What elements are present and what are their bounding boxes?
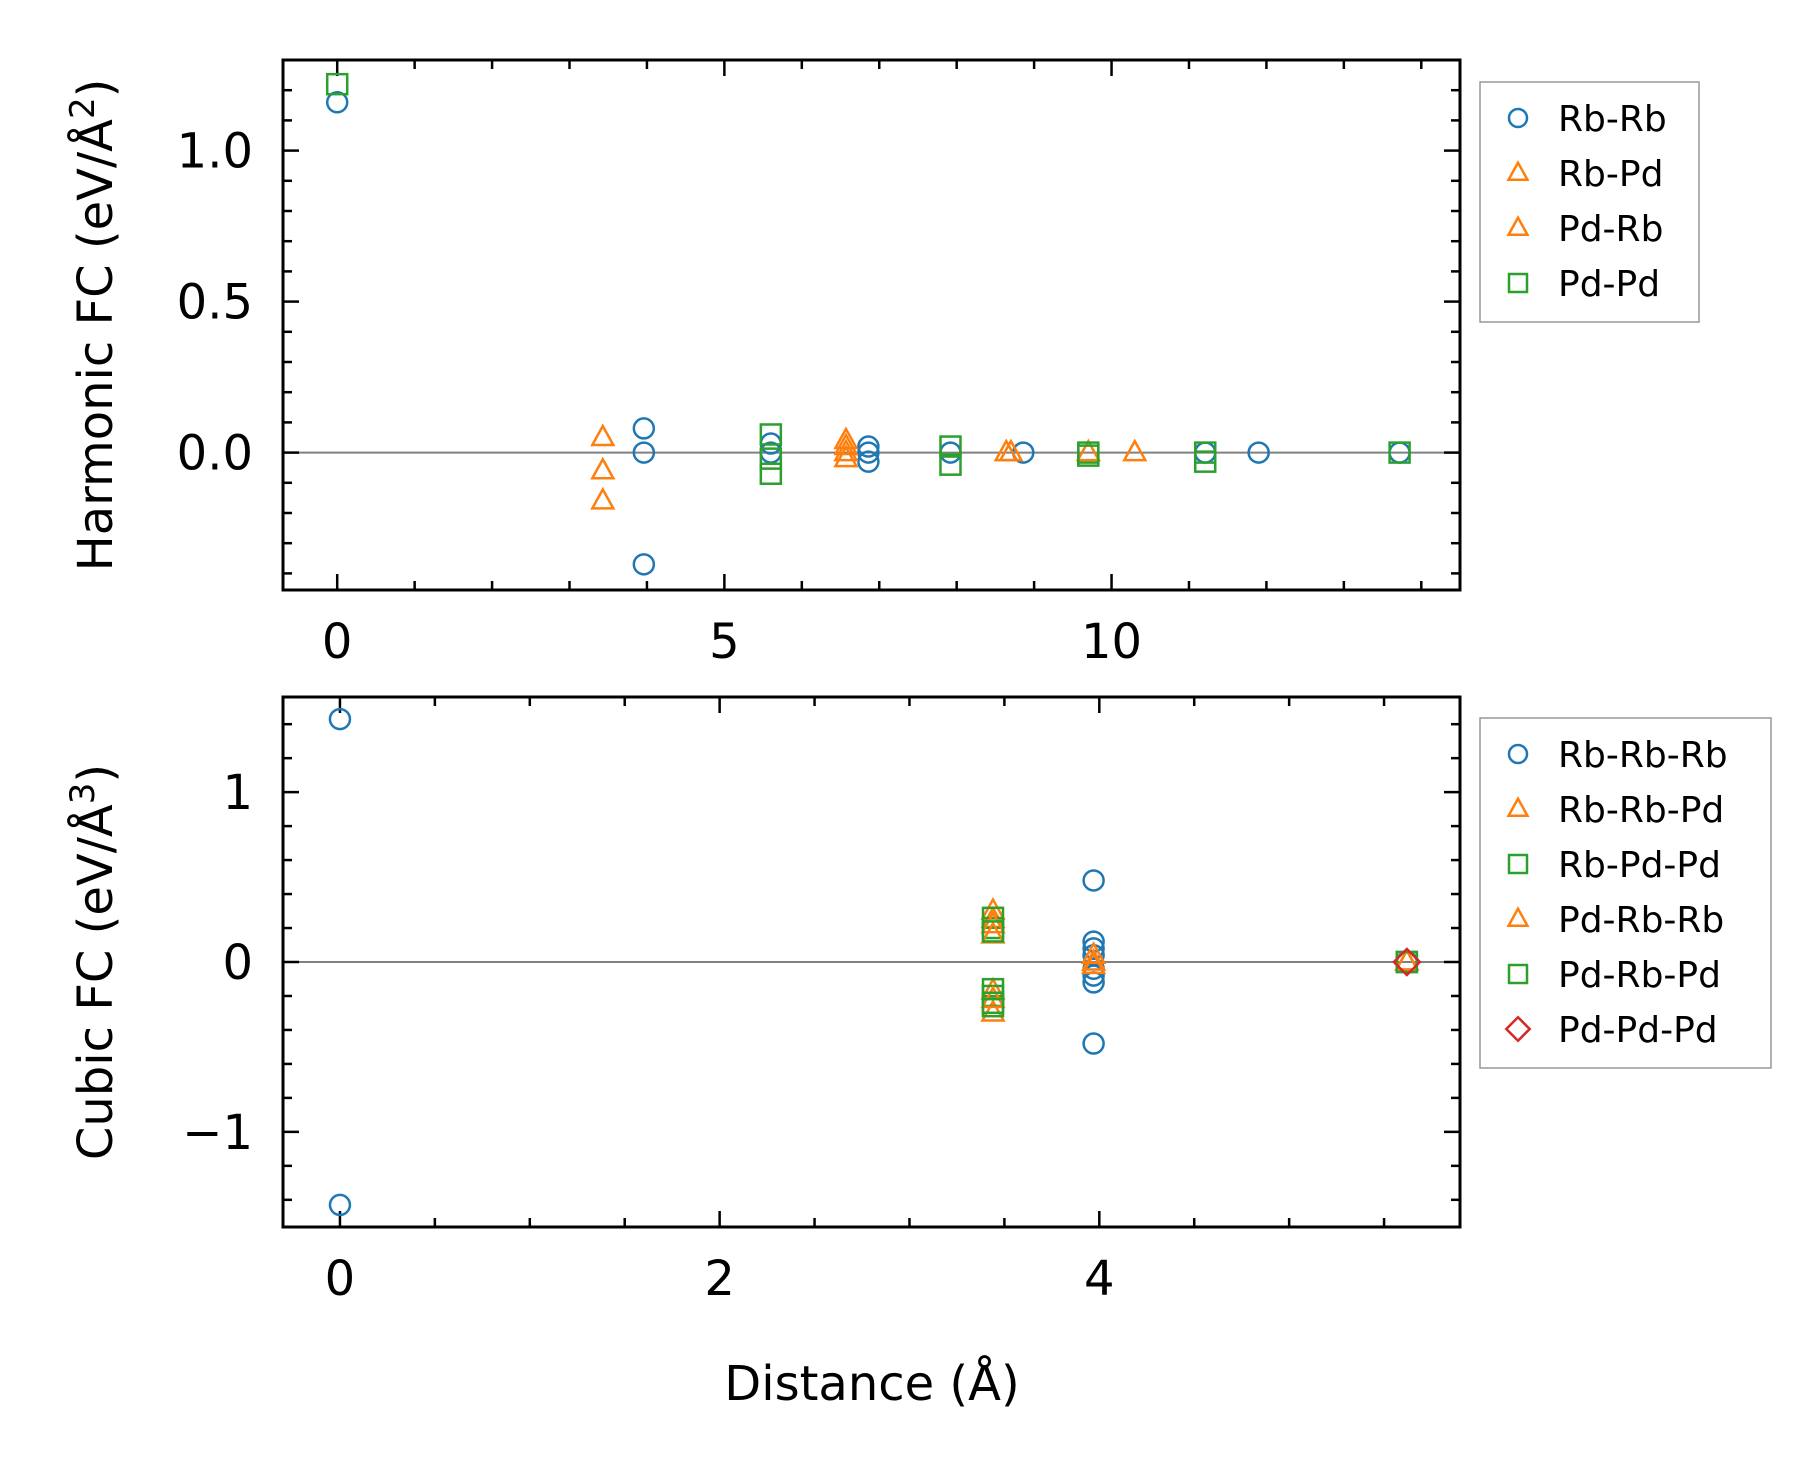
rb-rb-point (632, 417, 656, 440)
rb-rb-point (857, 450, 880, 473)
cubic-data-points (328, 707, 1422, 1217)
legend-label-pd-pd-pd: Pd-Pd-Pd (1558, 1010, 1718, 1051)
legend-marker-pd-pd (1507, 272, 1529, 294)
pd-rb-point (998, 438, 1024, 462)
legend-label-pd-rb-pd: Pd-Rb-Pd (1558, 955, 1721, 996)
pd-rb-pd-point (981, 991, 1005, 1015)
rb-rb-point (325, 91, 349, 114)
cubic-y-tick-label: 1 (222, 765, 253, 821)
cubic-y-tick-label: 0 (222, 935, 253, 991)
cubic-y-axis-label: Cubic FC (eV/Å3) (63, 764, 124, 1160)
harmonic-data-points (325, 72, 1411, 576)
rb-rb-pd-point (1080, 941, 1107, 964)
pd-pd-pd-point (1392, 947, 1422, 977)
rb-rb-rb-point (328, 1193, 352, 1217)
rb-rb-point (857, 441, 880, 464)
pd-rb-point (833, 438, 859, 462)
cubic-fc-panel: 0 2 4 −1 0 1 Cubic FC (eV/Å3) Distance (Å) R… (63, 695, 1772, 1412)
legend-marker-pd-rb-pd (1507, 963, 1529, 985)
rb-pd-point (1122, 438, 1148, 462)
cubic-x-tick-label: 2 (704, 1251, 735, 1307)
legend-marker-rb-rb (1507, 107, 1529, 129)
rb-rb-point (857, 435, 880, 458)
legend-marker-rb-pd-pd (1507, 853, 1529, 875)
harmonic-x-tick-label: 10 (1081, 614, 1142, 670)
harmonic-legend-box (1479, 81, 1700, 323)
pd-rb-rb-point (1080, 947, 1107, 971)
harmonic-fc-panel: 0 5 10 0.0 0.5 1.0 Harmonic FC (eV/Å2) Rb-Rb… (63, 58, 1700, 670)
legend-label-rb-rb: Rb-Rb (1558, 99, 1667, 140)
cubic-y-tick-label: −1 (182, 1105, 253, 1161)
rb-rb-rb-point (1082, 964, 1105, 987)
legend-label-pd-rb-rb: Pd-Rb-Rb (1558, 900, 1724, 941)
pd-rb-pd-point (981, 977, 1005, 1001)
harmonic-y-tick-label: 0.5 (177, 275, 253, 331)
pd-rb-point (1075, 438, 1101, 462)
rb-rb-pd-point (980, 998, 1006, 1022)
pd-rb-pd-point (1395, 950, 1419, 974)
pd-pd-point (1077, 444, 1100, 467)
legend-marker-pd-rb-rb (1506, 906, 1530, 927)
legend-marker-pd-pd-pd (1504, 1015, 1532, 1043)
legend-marker-rb-rb-rb (1507, 743, 1529, 765)
legend-label-rb-pd-pd: Rb-Pd-Pd (1558, 845, 1721, 886)
harmonic-legend: Rb-Rb Rb-Pd Pd-Rb Pd-Pd (1479, 81, 1700, 323)
cubic-legend-box (1479, 717, 1772, 1069)
pd-pd-point (759, 462, 783, 485)
pd-rb-rb-point (1394, 947, 1420, 971)
harmonic-y-axis-label: Harmonic FC (eV/Å2) (63, 79, 124, 572)
pd-pd-point (759, 447, 783, 470)
legend-label-rb-rb-pd: Rb-Rb-Pd (1558, 790, 1724, 831)
pd-pd-point (325, 72, 349, 96)
rb-rb-point (632, 441, 656, 464)
rb-rb-rb-point (1082, 869, 1105, 892)
legend-label-pd-pd: Pd-Pd (1558, 264, 1660, 305)
rb-rb-rb-point (1082, 1032, 1105, 1055)
harmonic-x-tick-labels: 0 5 10 (322, 614, 1142, 670)
legend-marker-rb-pd (1506, 160, 1530, 181)
rb-rb-point (1247, 441, 1270, 464)
harmonic-y-tick-label: 0.0 (177, 426, 253, 482)
harmonic-plot-frame (281, 58, 1462, 592)
legend-label-rb-rb-rb: Rb-Rb-Rb (1558, 735, 1728, 776)
harmonic-x-tick-label: 0 (322, 614, 353, 670)
legend-marker-pd-rb (1506, 215, 1530, 236)
harmonic-y-tick-labels: 0.0 0.5 1.0 (177, 124, 253, 482)
cubic-x-tick-label: 0 (325, 1251, 356, 1307)
rb-pd-point (590, 456, 616, 480)
pd-pd-point (1388, 441, 1411, 464)
cubic-x-tick-label: 4 (1084, 1251, 1115, 1307)
rb-rb-pd-point (1080, 951, 1107, 975)
rb-rb-rb-point (328, 707, 352, 731)
pd-rb-point (833, 432, 859, 456)
pd-rb-pd-point (981, 920, 1005, 943)
x-axis-label: Distance (Å) (724, 1355, 1019, 1412)
pd-pd-point (939, 453, 962, 476)
cubic-ticks (283, 697, 1460, 1227)
legend-marker-rb-rb-pd (1506, 796, 1530, 817)
rb-pd-point (590, 486, 616, 510)
harmonic-ticks (283, 58, 1460, 590)
rb-rb-point (632, 553, 656, 576)
pd-pd-point (759, 423, 783, 446)
pd-pd-point (1193, 450, 1217, 473)
harmonic-y-tick-label: 1.0 (177, 124, 253, 180)
legend-label-rb-pd: Rb-Pd (1558, 154, 1663, 195)
legend-label-pd-rb: Pd-Rb (1558, 209, 1663, 250)
pd-pd-point (939, 435, 962, 458)
pd-rb-rb-point (980, 985, 1006, 1009)
cubic-x-tick-labels: 0 2 4 (325, 1251, 1115, 1307)
cubic-legend: Rb-Rb-Rb Rb-Rb-Pd Rb-Pd-Pd Pd-Rb-Rb Pd-Rb-Pd… (1479, 717, 1772, 1069)
harmonic-x-tick-label: 5 (709, 614, 740, 670)
cubic-y-tick-labels: −1 0 1 (182, 765, 253, 1161)
rb-pd-point (833, 444, 859, 468)
rb-pd-point (590, 423, 616, 447)
